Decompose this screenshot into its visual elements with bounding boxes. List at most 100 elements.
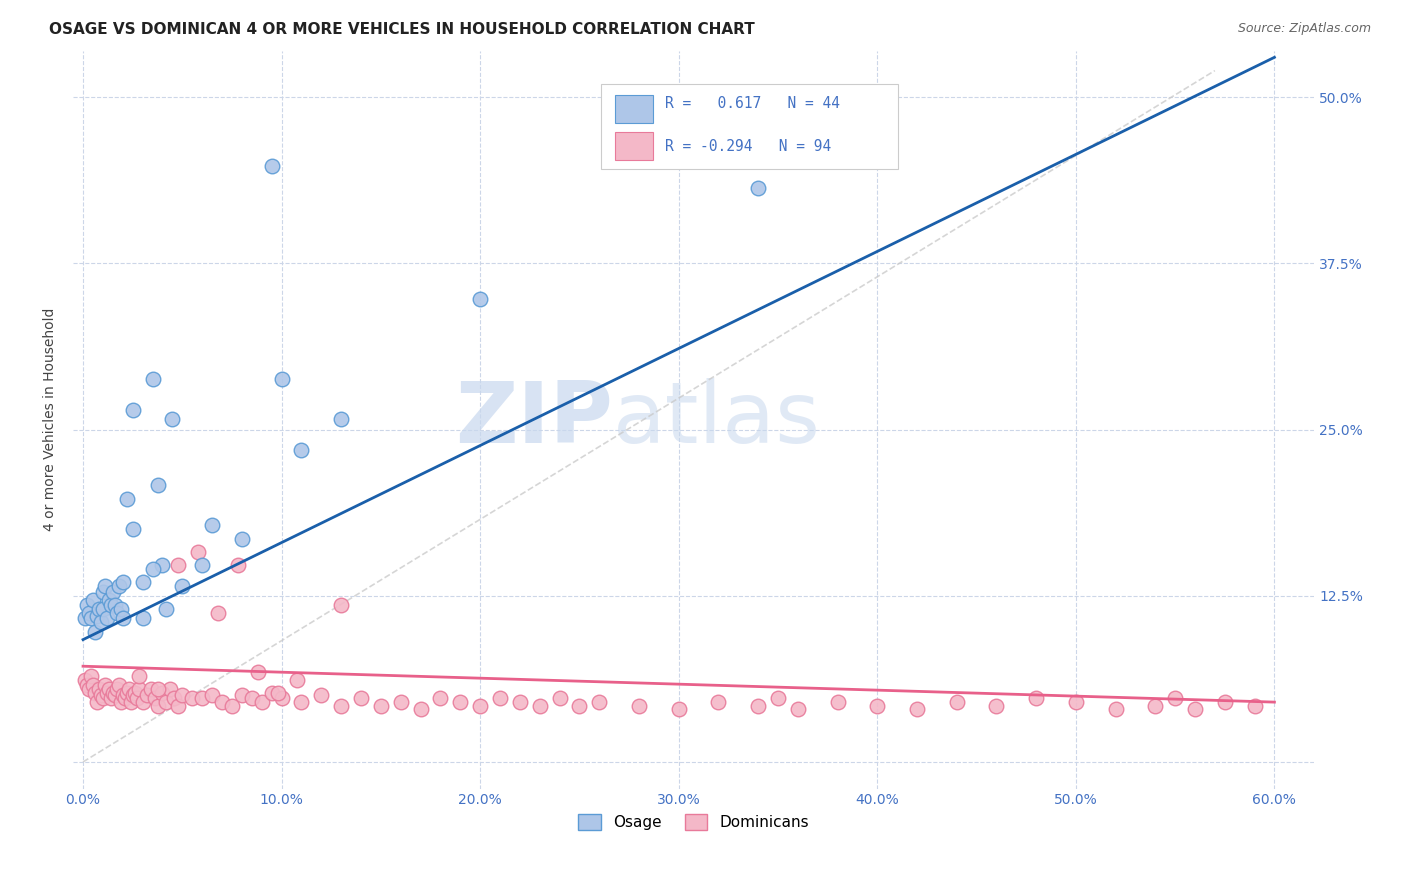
Text: atlas: atlas: [613, 378, 821, 461]
Point: [155, 695, 177, 709]
Point: [1064, 695, 1087, 709]
Point: [90, 615, 112, 630]
Point: [148, 681, 170, 696]
Point: [350, 691, 373, 706]
Point: [131, 695, 153, 709]
Point: [118, 681, 141, 696]
Text: Source: ZipAtlas.com: Source: ZipAtlas.com: [1237, 22, 1371, 36]
Point: [172, 579, 194, 593]
Point: [766, 691, 789, 706]
Point: [945, 695, 967, 709]
Point: [84, 624, 107, 639]
Point: [786, 702, 808, 716]
Point: [131, 575, 153, 590]
Point: [167, 699, 190, 714]
Point: [311, 689, 333, 703]
Point: [76, 678, 98, 692]
Point: [105, 681, 128, 696]
Point: [187, 545, 209, 559]
Point: [827, 695, 849, 709]
Point: [246, 665, 269, 679]
Point: [191, 691, 214, 706]
Point: [290, 695, 312, 709]
Point: [104, 689, 127, 703]
Point: [260, 686, 283, 700]
Point: [191, 558, 214, 573]
Point: [1104, 702, 1126, 716]
Point: [104, 598, 127, 612]
Point: [86, 608, 108, 623]
Point: [270, 372, 292, 386]
Point: [110, 602, 132, 616]
Point: [201, 518, 224, 533]
Point: [125, 691, 148, 706]
Point: [1243, 699, 1265, 714]
Point: [73, 611, 96, 625]
Point: [905, 702, 928, 716]
Point: [111, 611, 134, 625]
Point: [87, 681, 110, 696]
Point: [77, 606, 100, 620]
Point: [94, 678, 117, 692]
Point: [1184, 702, 1206, 716]
FancyBboxPatch shape: [616, 132, 652, 160]
Point: [121, 522, 143, 536]
Point: [148, 478, 170, 492]
Y-axis label: 4 or more Vehicles in Household: 4 or more Vehicles in Household: [44, 308, 58, 532]
Point: [747, 699, 769, 714]
Point: [470, 293, 492, 307]
Point: [107, 579, 129, 593]
Point: [143, 691, 166, 706]
Point: [97, 681, 120, 696]
Point: [270, 691, 292, 706]
Point: [250, 695, 273, 709]
Point: [747, 180, 769, 194]
Point: [115, 491, 138, 506]
Point: [226, 558, 249, 573]
Point: [389, 695, 412, 709]
Point: [1213, 695, 1236, 709]
Point: [429, 691, 451, 706]
Text: OSAGE VS DOMINICAN 4 OR MORE VEHICLES IN HOUSEHOLD CORRELATION CHART: OSAGE VS DOMINICAN 4 OR MORE VEHICLES IN…: [49, 22, 755, 37]
Point: [449, 695, 471, 709]
Point: [260, 159, 283, 173]
Point: [986, 699, 1008, 714]
Point: [82, 678, 104, 692]
Point: [128, 681, 150, 696]
Point: [94, 579, 117, 593]
Point: [152, 686, 174, 700]
Point: [866, 699, 889, 714]
Point: [266, 686, 288, 700]
Point: [470, 699, 492, 714]
Point: [231, 532, 253, 546]
Point: [330, 598, 353, 612]
Point: [201, 689, 224, 703]
Point: [124, 686, 146, 700]
FancyBboxPatch shape: [600, 84, 898, 169]
Point: [80, 611, 103, 625]
Point: [110, 695, 132, 709]
Point: [139, 681, 162, 696]
Text: R =   0.617   N = 44: R = 0.617 N = 44: [665, 96, 839, 112]
Point: [107, 678, 129, 692]
Point: [114, 691, 136, 706]
Point: [73, 673, 96, 687]
Point: [121, 402, 143, 417]
Point: [87, 602, 110, 616]
Point: [489, 691, 512, 706]
Point: [627, 699, 650, 714]
Point: [152, 558, 174, 573]
Point: [529, 699, 551, 714]
Point: [135, 689, 157, 703]
Point: [86, 695, 108, 709]
Point: [80, 668, 103, 682]
Point: [97, 592, 120, 607]
Point: [91, 602, 114, 616]
Point: [77, 681, 100, 696]
FancyBboxPatch shape: [616, 95, 652, 123]
Point: [159, 681, 181, 696]
Point: [82, 592, 104, 607]
Point: [172, 689, 194, 703]
Text: ZIP: ZIP: [456, 378, 613, 461]
Point: [120, 695, 142, 709]
